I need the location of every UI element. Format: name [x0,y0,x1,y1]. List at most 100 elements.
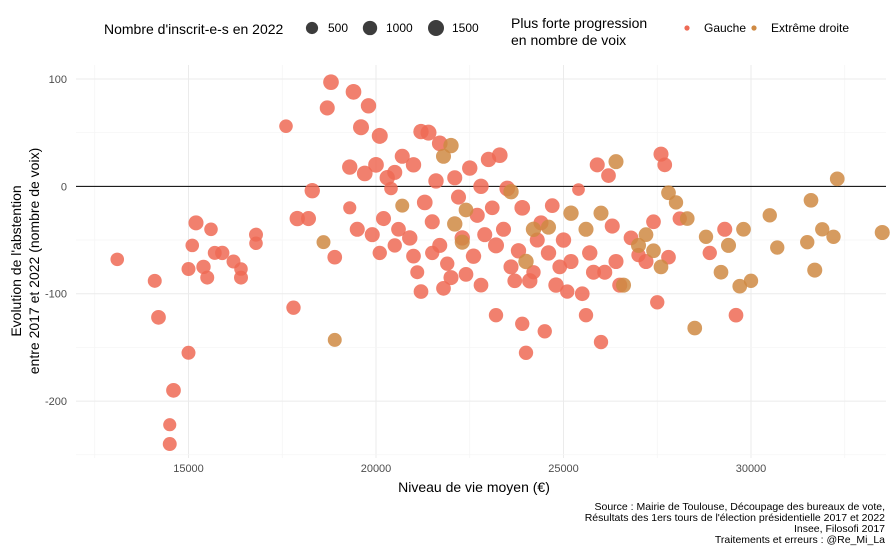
data-point [319,100,335,116]
color-legend: Plus forte progression en nombre de voix… [511,15,849,48]
data-point [391,221,406,237]
data-point [300,211,317,227]
data-point [304,182,320,199]
data-point [215,245,230,261]
data-point [668,195,684,210]
x-tick-label: 30000 [736,463,767,475]
data-point [732,278,748,294]
caption-line-1: Source : Mairie de Toulouse, Découpage d… [595,501,886,513]
data-point [698,229,714,244]
data-point [593,205,609,221]
data-point [289,210,305,227]
data-point [405,157,422,173]
data-point [234,262,248,276]
color-legend-title-line-1: Plus forte progression [511,15,647,31]
data-point [518,253,534,270]
data-point [316,235,331,250]
data-point [345,83,362,100]
color-legend-label: Gauche [704,21,746,35]
data-point [720,237,737,253]
data-point [601,168,616,183]
y-axis-title-line-1: Evolution de l'abstention [8,185,24,336]
data-point [608,154,624,170]
caption: Source : Mairie de Toulouse, Découpage d… [585,501,885,546]
data-point [653,259,669,275]
data-point [473,178,489,195]
data-point [420,124,437,141]
data-point [589,157,605,173]
data-point [163,418,177,432]
data-point [608,253,624,270]
data-point [477,227,493,243]
data-point [454,234,470,250]
data-point [372,245,387,261]
data-point [826,229,841,244]
y-axis-title-line-2: entre 2017 et 2022 (nombre de voix) [26,148,42,374]
data-point [413,284,429,299]
x-axis-title: Niveau de vie moyen (€) [398,479,550,495]
data-point [147,273,162,288]
data-point [410,265,425,280]
data-point [540,245,557,261]
data-point [387,238,402,253]
data-point [578,221,594,237]
data-point [110,252,125,267]
size-legend-symbol [362,20,378,36]
data-point [162,437,177,452]
data-point [424,214,440,230]
data-point [657,157,673,173]
data-point [185,238,200,253]
data-point [151,309,166,325]
data-point [563,253,579,270]
data-point [560,284,575,299]
data-point [597,264,613,280]
data-point [525,221,542,237]
x-tick-label: 20000 [361,463,392,475]
data-point [728,307,744,323]
x-axis-ticks: 15000 20000 25000 30000 [173,463,766,475]
caption-line-2: Résultats des 1ers tours de l'élection p… [585,512,885,524]
data-point [436,280,451,296]
data-point [443,270,459,286]
data-point [555,232,572,248]
data-point [526,265,541,280]
color-legend-title-line-2: en nombre de voix [511,32,626,48]
data-point [537,324,552,339]
data-point [323,74,339,91]
data-point [432,237,448,253]
data-point [406,248,421,264]
y-tick-label: 100 [49,74,67,86]
size-legend-label: 1500 [452,21,479,35]
data-point [447,216,463,232]
data-point [713,264,729,280]
data-point [465,248,482,264]
data-point [815,222,830,237]
data-point [736,221,751,237]
color-legend-items: Gauche Extrême droite [684,21,849,35]
data-point [762,208,777,223]
data-point [717,221,733,237]
data-point [447,170,463,186]
data-point [181,262,196,277]
data-point [469,207,485,223]
data-point [360,98,377,114]
data-point [503,184,519,200]
data-point [503,259,519,275]
data-points [110,74,890,452]
size-legend-label: 500 [328,21,348,35]
data-point [353,119,369,136]
data-point [510,243,527,259]
data-point [249,227,263,242]
data-point [435,148,452,164]
size-legend-symbol [305,21,319,35]
data-point [807,262,823,278]
size-legend-label: 1000 [386,21,413,35]
y-tick-label: -100 [45,289,67,301]
data-point [371,127,388,144]
color-legend-symbol [684,25,690,31]
data-point [630,237,647,253]
data-point [395,198,410,213]
y-axis-ticks: -200 -100 0 100 [45,74,67,408]
data-point [458,267,474,282]
size-legend: Nombre d'inscrit-e-s en 2022 500 1000 1500 [104,20,479,37]
